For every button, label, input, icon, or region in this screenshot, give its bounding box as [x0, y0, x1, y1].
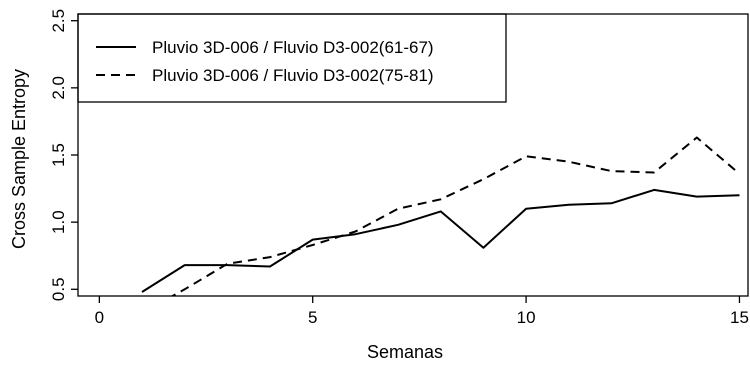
- legend-label-2: Pluvio 3D-006 / Fluvio D3-002(75-81): [152, 66, 434, 85]
- y-tick-label: 1.5: [49, 143, 68, 167]
- legend: Pluvio 3D-006 / Fluvio D3-002(61-67) Pluv…: [77, 13, 507, 103]
- x-tick-label: 10: [517, 308, 536, 327]
- series-line-2: [170, 136, 741, 296]
- y-tick-label: 0.5: [49, 277, 68, 301]
- legend-box: [77, 13, 507, 103]
- legend-label-1: Pluvio 3D-006 / Fluvio D3-002(61-67): [152, 38, 434, 57]
- x-tick-label: 0: [95, 308, 104, 327]
- series-line-1: [141, 188, 740, 293]
- y-axis-label: Cross Sample Entropy: [9, 69, 29, 249]
- axes: 0 5 10 15 0.5 1.0 1.5 2.0 2.5: [49, 9, 749, 327]
- x-tick-label: 5: [308, 308, 317, 327]
- plot-frame: [77, 13, 749, 297]
- y-tick-label: 2.5: [49, 9, 68, 33]
- x-axis-label: Semanas: [367, 342, 443, 362]
- y-tick-label: 2.0: [49, 76, 68, 100]
- y-tick-label: 1.0: [49, 210, 68, 234]
- x-tick-label: 15: [730, 308, 749, 327]
- series-group: [141, 136, 741, 296]
